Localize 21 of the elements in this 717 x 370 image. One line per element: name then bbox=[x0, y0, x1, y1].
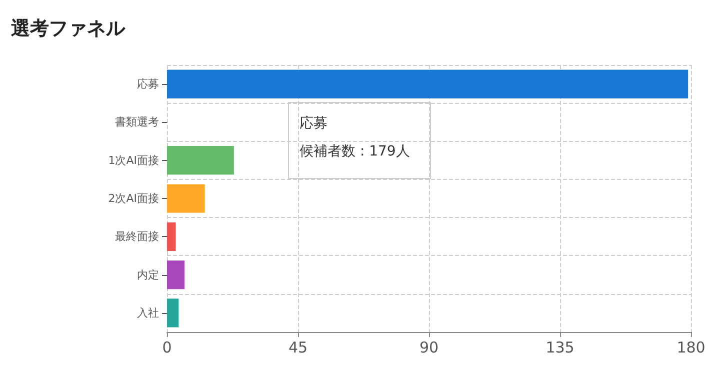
y-tick-label: 書類選考 bbox=[115, 116, 159, 129]
bar bbox=[167, 184, 205, 213]
x-tick-label: 0 bbox=[162, 338, 172, 356]
x-tick-label: 180 bbox=[676, 338, 706, 356]
y-tick-label: 2次AI面接 bbox=[108, 192, 159, 205]
y-tick-label: 応募 bbox=[137, 78, 159, 91]
y-tick-label: 最終面接 bbox=[115, 230, 159, 244]
bar bbox=[167, 222, 176, 251]
x-tick-label: 135 bbox=[546, 338, 574, 356]
x-tick-label: 90 bbox=[419, 338, 439, 356]
annotation: 応募 bbox=[300, 116, 328, 132]
x-tick-label: 45 bbox=[288, 338, 308, 356]
chart-title: 選考ファネル bbox=[11, 18, 126, 40]
bar bbox=[167, 298, 179, 328]
y-tick-label: 入社 bbox=[137, 306, 159, 320]
bar bbox=[167, 70, 688, 98]
bar bbox=[167, 146, 234, 175]
y-tick-label: 内定 bbox=[137, 268, 159, 282]
annotation: 候補者数 : 179人 bbox=[300, 144, 410, 160]
y-tick-label: 1次AI面接 bbox=[108, 154, 159, 167]
bar bbox=[167, 260, 184, 290]
